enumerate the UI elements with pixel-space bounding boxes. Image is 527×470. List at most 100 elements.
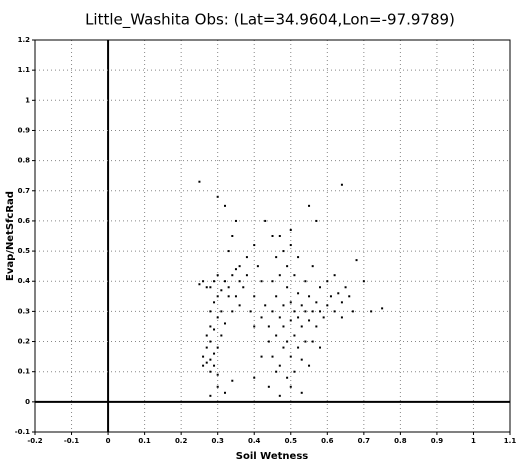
y-tick-label: 0.7: [18, 187, 31, 195]
point: [224, 322, 226, 325]
point: [213, 328, 216, 331]
point: [231, 235, 234, 237]
point: [315, 301, 318, 304]
point: [286, 265, 289, 268]
point: [234, 268, 237, 271]
y-tick-label: 0.9: [18, 126, 31, 134]
point: [238, 304, 241, 307]
point: [355, 259, 358, 262]
y-tick-label: -0.1: [15, 428, 30, 436]
point: [348, 295, 351, 298]
y-axis-label: Evap/NetSfcRad: [5, 191, 16, 281]
point: [315, 219, 318, 222]
x-tick-label: -0.2: [27, 437, 42, 445]
point: [286, 286, 289, 289]
point: [198, 283, 201, 286]
point: [286, 340, 289, 343]
point: [213, 280, 216, 283]
x-tick-label: 0.6: [321, 437, 334, 445]
y-tick-label: 0.2: [18, 338, 31, 346]
y-tick-label: 0.1: [18, 368, 31, 376]
point: [275, 295, 278, 298]
point: [289, 244, 292, 247]
point: [319, 286, 321, 289]
point: [333, 274, 336, 277]
x-tick-label: 0: [106, 437, 111, 445]
point: [304, 280, 307, 283]
point: [278, 235, 281, 237]
point: [253, 325, 256, 328]
point: [216, 274, 219, 277]
y-tick-label: 0.5: [18, 247, 31, 255]
point: [224, 280, 226, 283]
x-axis-label: Soil Wetness: [236, 451, 308, 462]
x-tick-label: 1.1: [504, 437, 517, 445]
point: [220, 334, 223, 337]
point: [198, 180, 201, 183]
point: [267, 385, 270, 388]
point: [311, 310, 314, 313]
point: [282, 304, 285, 307]
point: [275, 256, 278, 259]
point: [289, 319, 292, 322]
point: [224, 391, 226, 394]
x-tick-label: 0.8: [394, 437, 407, 445]
point: [282, 250, 285, 253]
point: [245, 274, 248, 277]
point: [216, 373, 219, 376]
point: [311, 265, 314, 268]
point: [329, 295, 332, 298]
point: [304, 340, 307, 343]
y-tick-label: 1.2: [18, 36, 31, 44]
point: [209, 340, 212, 343]
point: [300, 391, 303, 394]
point: [205, 334, 208, 337]
point: [205, 361, 208, 364]
y-tick-label: 0.8: [18, 157, 31, 165]
point: [260, 316, 263, 319]
point: [370, 310, 373, 313]
point: [256, 265, 259, 268]
point: [293, 334, 296, 337]
point: [264, 219, 267, 222]
point: [216, 295, 219, 298]
point: [205, 286, 208, 289]
point: [289, 355, 292, 358]
x-tick-label: 0.1: [138, 437, 151, 445]
point: [253, 376, 256, 379]
point: [319, 310, 321, 313]
point: [260, 355, 263, 358]
point: [213, 301, 216, 304]
point: [344, 286, 347, 289]
point: [278, 274, 281, 277]
point: [311, 340, 314, 343]
point: [282, 325, 285, 328]
point: [205, 346, 208, 349]
plot-frame: [34, 39, 511, 433]
point: [267, 340, 270, 343]
point: [209, 370, 212, 373]
point: [267, 325, 270, 328]
point: [271, 355, 274, 358]
point: [308, 204, 311, 207]
point: [271, 280, 274, 283]
point: [238, 265, 241, 268]
point: [271, 310, 274, 313]
point: [213, 352, 216, 355]
point: [238, 280, 241, 283]
point: [216, 346, 219, 349]
point: [319, 346, 321, 349]
point: [220, 289, 223, 292]
point: [322, 316, 325, 319]
point: [227, 250, 230, 253]
point: [289, 385, 292, 388]
point: [209, 286, 212, 289]
point: [253, 295, 256, 298]
point: [308, 295, 311, 298]
point: [362, 280, 365, 283]
point: [231, 379, 234, 382]
point: [234, 219, 237, 222]
point: [216, 195, 219, 198]
point: [202, 364, 205, 367]
